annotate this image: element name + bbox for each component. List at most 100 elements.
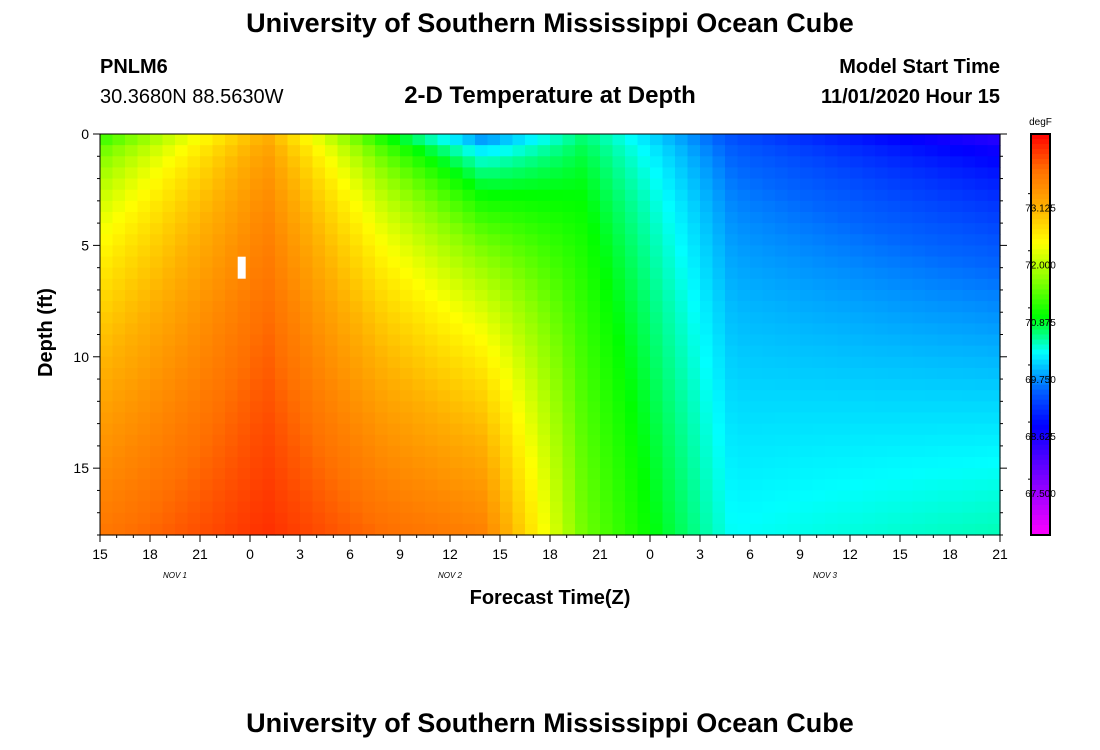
- heatmap-cell: [462, 289, 476, 302]
- heatmap-cell: [587, 223, 601, 235]
- heatmap-cell: [125, 189, 139, 202]
- heatmap-cell: [475, 145, 489, 157]
- heatmap-cell: [900, 223, 914, 235]
- heatmap-cell: [137, 356, 151, 369]
- heatmap-cell: [987, 345, 1001, 358]
- heatmap-cell: [400, 245, 414, 258]
- heatmap-cell: [925, 178, 939, 191]
- heatmap-cell: [975, 301, 989, 313]
- heatmap-cell: [937, 490, 951, 503]
- heatmap-cell: [275, 323, 289, 336]
- heatmap-cell: [762, 479, 776, 492]
- heatmap-cell: [412, 156, 426, 169]
- heatmap-cell: [925, 145, 939, 157]
- heatmap-cell: [750, 434, 764, 447]
- heatmap-cell: [737, 256, 751, 269]
- heatmap-cell: [250, 379, 264, 391]
- heatmap-cell: [550, 323, 564, 336]
- heatmap-cell: [312, 367, 326, 380]
- heatmap-cell: [162, 423, 176, 436]
- heatmap-cell: [275, 156, 289, 169]
- heatmap-cell: [425, 423, 439, 436]
- heatmap-cell: [825, 501, 839, 514]
- heatmap-cell: [487, 267, 501, 280]
- heatmap-cell: [900, 367, 914, 380]
- heatmap-cell: [350, 134, 364, 146]
- heatmap-cells: [100, 134, 1001, 536]
- heatmap-cell: [100, 234, 114, 246]
- heatmap-cell: [550, 401, 564, 414]
- heatmap-cell: [162, 156, 176, 169]
- heatmap-cell: [750, 200, 764, 213]
- heatmap-cell: [975, 390, 989, 402]
- heatmap-cell: [712, 267, 726, 280]
- heatmap-cell: [162, 412, 176, 425]
- heatmap-cell: [962, 156, 976, 169]
- heatmap-cell: [687, 401, 701, 414]
- heatmap-cell: [375, 390, 389, 402]
- heatmap-cell: [675, 156, 689, 169]
- heatmap-cell: [775, 367, 789, 380]
- heatmap-cell: [150, 468, 164, 480]
- heatmap-cell: [125, 401, 139, 414]
- heatmap-cell: [637, 457, 651, 469]
- heatmap-cell: [975, 379, 989, 391]
- heatmap-cell: [275, 445, 289, 458]
- heatmap-cell: [437, 345, 451, 358]
- heatmap-cell: [512, 468, 526, 480]
- heatmap-cell: [300, 323, 314, 336]
- colorbar-segment: [1031, 134, 1050, 140]
- heatmap-cell: [650, 134, 664, 146]
- heatmap-cell: [200, 145, 214, 157]
- heatmap-cell: [500, 457, 514, 469]
- heatmap-cell: [325, 312, 339, 324]
- heatmap-cell: [462, 523, 476, 536]
- heatmap-cell: [387, 267, 401, 280]
- heatmap-cell: [475, 379, 489, 391]
- heatmap-cell: [262, 234, 276, 246]
- heatmap-cell: [750, 379, 764, 391]
- heatmap-cell: [137, 479, 151, 492]
- heatmap-cell: [325, 434, 339, 447]
- heatmap-cell: [212, 278, 226, 291]
- heatmap-cell: [400, 167, 414, 180]
- heatmap-cell: [725, 278, 739, 291]
- heatmap-cell: [462, 445, 476, 458]
- heatmap-cell: [675, 334, 689, 347]
- heatmap-cell: [737, 356, 751, 369]
- heatmap-cell: [300, 134, 314, 146]
- heatmap-cell: [375, 189, 389, 202]
- heatmap-cell: [637, 523, 651, 536]
- heatmap-cell: [500, 245, 514, 258]
- heatmap-cell: [237, 423, 251, 436]
- heatmap-cell: [162, 523, 176, 536]
- heatmap-cell: [962, 412, 976, 425]
- heatmap-cell: [500, 423, 514, 436]
- heatmap-cell: [887, 512, 901, 525]
- heatmap-cell: [562, 234, 576, 246]
- heatmap-cell: [287, 523, 301, 536]
- heatmap-cell: [937, 323, 951, 336]
- heatmap-cell: [187, 256, 201, 269]
- heatmap-cell: [137, 301, 151, 313]
- heatmap-cell: [550, 367, 564, 380]
- heatmap-cell: [625, 134, 639, 146]
- heatmap-cell: [350, 278, 364, 291]
- heatmap-cell: [862, 423, 876, 436]
- heatmap-cell: [637, 501, 651, 514]
- heatmap-cell: [137, 167, 151, 180]
- heatmap-cell: [650, 401, 664, 414]
- heatmap-cell: [100, 468, 114, 480]
- heatmap-cell: [650, 156, 664, 169]
- heatmap-cell: [562, 479, 576, 492]
- heatmap-cell: [937, 223, 951, 235]
- heatmap-cell: [875, 301, 889, 313]
- heatmap-cell: [312, 412, 326, 425]
- heatmap-cell: [337, 289, 351, 302]
- heatmap-cell: [112, 178, 126, 191]
- heatmap-cell: [150, 312, 164, 324]
- heatmap-cell: [312, 401, 326, 414]
- heatmap-cell: [662, 434, 676, 447]
- heatmap-cell: [337, 145, 351, 157]
